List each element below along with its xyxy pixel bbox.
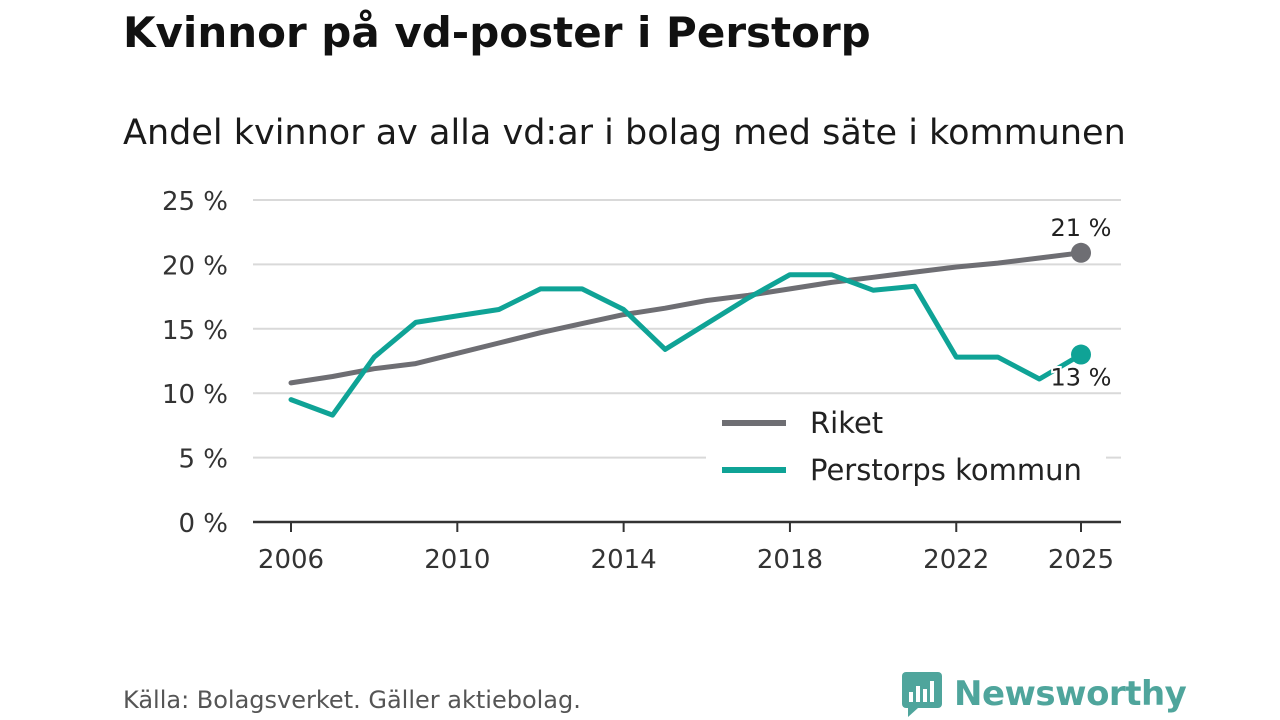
y-tick-label-20: 20 % xyxy=(162,251,228,281)
series-line-riket xyxy=(288,250,1084,386)
newsworthy-logo-text: Newsworthy xyxy=(954,674,1187,714)
x-tick-label-2006: 2006 xyxy=(258,545,324,575)
chart-title: Kvinnor på vd-poster i Perstorp xyxy=(123,8,871,57)
legend: Riket Perstorps kommun xyxy=(706,399,1106,490)
chart-subtitle: Andel kvinnor av alla vd:ar i bolag med … xyxy=(123,113,1126,153)
series-line-perstorps-kommun xyxy=(288,272,1084,418)
y-tick-label-0: 0 % xyxy=(178,509,228,539)
legend-label-riket: Riket xyxy=(810,406,883,440)
end-labels: 21 % 13 % xyxy=(1049,214,1114,394)
series-end-point-riket xyxy=(1071,242,1091,263)
x-tick-label-2022: 2022 xyxy=(923,545,989,575)
x-tick-label-2018: 2018 xyxy=(757,545,823,575)
series-lines xyxy=(288,242,1091,418)
newsworthy-logo-icon xyxy=(902,672,942,717)
y-axis-ticks: 0 % 5 % 10 % 15 % 20 % 25 % xyxy=(162,187,228,539)
y-tick-label-10: 10 % xyxy=(162,380,228,410)
x-tick-label-2014: 2014 xyxy=(591,545,657,575)
end-label-perstorp: 13 % xyxy=(1051,364,1112,392)
y-tick-label-25: 25 % xyxy=(162,187,228,217)
y-tick-label-5: 5 % xyxy=(178,445,228,475)
series-end-point-perstorps-kommun xyxy=(1071,344,1091,365)
y-tick-label-15: 15 % xyxy=(162,316,228,346)
x-axis-ticks: 2006 2010 2014 2018 2022 2025 xyxy=(258,522,1114,575)
legend-label-perstorps-kommun: Perstorps kommun xyxy=(810,453,1082,487)
source-note: Källa: Bolagsverket. Gäller aktiebolag. xyxy=(123,686,581,714)
newsworthy-logo[interactable]: Newsworthy xyxy=(900,670,1187,718)
line-chart: 0 %5 %10 %15 %20 %25 % 2006 2010 2014 2018 2… xyxy=(162,187,1121,575)
end-label-riket: 21 % xyxy=(1051,214,1112,242)
x-tick-label-2025: 2025 xyxy=(1048,545,1114,575)
x-tick-label-2010: 2010 xyxy=(424,545,490,575)
